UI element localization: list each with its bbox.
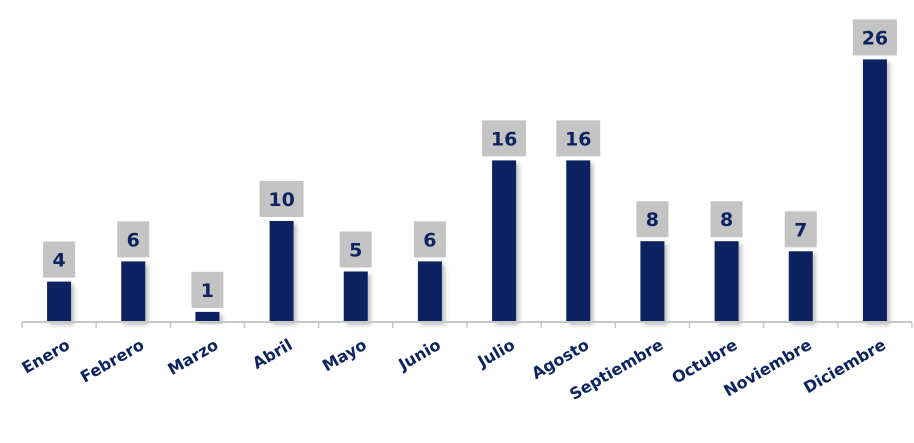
data-label-box	[259, 181, 304, 217]
bar-junio	[417, 261, 442, 322]
bar-octubre	[714, 241, 739, 322]
data-label: 6	[127, 229, 140, 251]
data-label-box	[556, 120, 601, 157]
bar-mayo	[343, 271, 368, 322]
category-label-enero: Enero	[18, 335, 73, 377]
data-label-box	[636, 201, 669, 238]
data-label: 16	[565, 128, 591, 150]
data-label-box	[482, 120, 527, 157]
category-label-marzo: Marzo	[164, 335, 221, 379]
bar-diciembre	[862, 59, 887, 323]
data-label: 26	[862, 27, 888, 49]
data-label: 5	[349, 240, 362, 262]
data-label: 10	[268, 189, 294, 211]
data-labels-layer: 4 6 1 10 5 6 16 16 8 8 7 26	[43, 19, 897, 308]
category-label-junio: Junio	[394, 335, 444, 375]
data-label-box	[413, 221, 446, 258]
tick-marks-layer	[21, 322, 913, 328]
data-label-box	[43, 241, 76, 278]
data-label: 4	[52, 250, 65, 272]
data-label: 1	[201, 280, 214, 302]
data-label: 16	[491, 128, 517, 150]
bar-julio	[492, 160, 517, 322]
bar-enero	[47, 281, 72, 322]
data-label: 8	[646, 209, 659, 231]
bars-layer	[47, 59, 887, 323]
bar-abril	[269, 221, 294, 322]
data-label-box	[191, 271, 224, 308]
data-label: 7	[794, 219, 807, 241]
category-label-abril: Abril	[249, 335, 295, 373]
bar-septiembre	[640, 241, 665, 322]
category-label-agosto: Agosto	[528, 335, 592, 383]
data-label: 6	[423, 229, 436, 251]
category-label-diciembre: Diciembre	[800, 335, 889, 397]
data-label: 8	[720, 209, 733, 231]
bar-agosto	[566, 160, 591, 322]
category-label-mayo: Mayo	[319, 335, 370, 375]
data-label-box	[784, 211, 817, 248]
bar-marzo	[195, 311, 220, 322]
bar-febrero	[121, 261, 146, 322]
data-label-box	[339, 231, 372, 268]
bar-noviembre	[788, 251, 813, 322]
data-label-box	[117, 221, 150, 258]
category-label-julio: Julio	[474, 335, 518, 372]
data-label-box	[852, 19, 897, 56]
category-labels-layer: Enero Febrero Marzo Abril Mayo Junio Julio Agos…	[18, 335, 889, 404]
data-label-box	[710, 201, 743, 238]
category-label-febrero: Febrero	[77, 335, 147, 387]
